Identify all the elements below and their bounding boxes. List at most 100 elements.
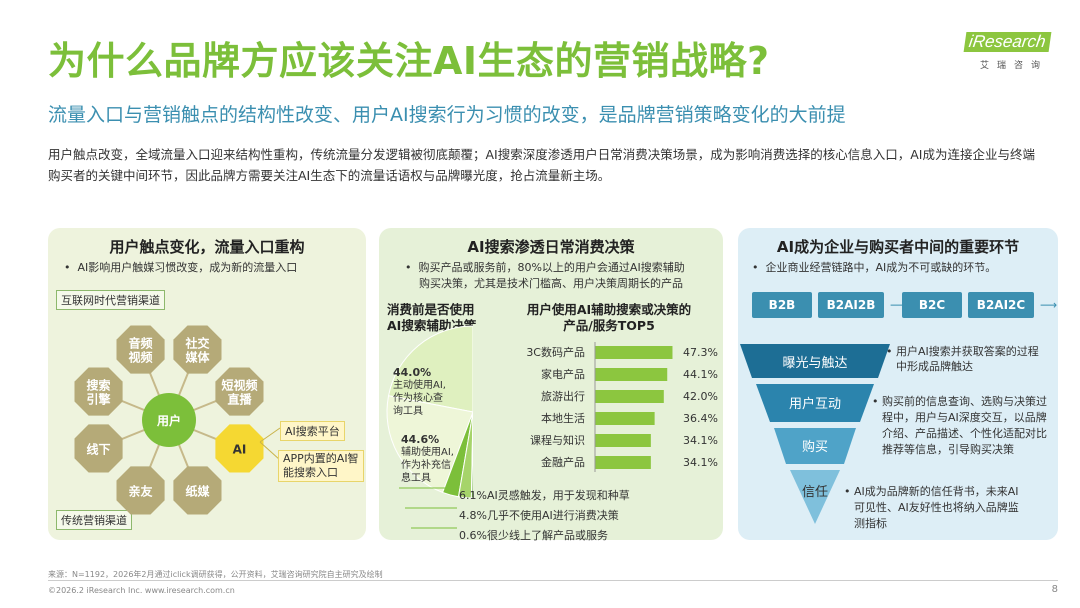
pie-other-1: 6.1%AI灵感触发，用于发现和种草 — [459, 489, 630, 502]
bar-title-line2: 产品/服务TOP5 — [563, 318, 655, 333]
node-octagon-2 — [215, 367, 264, 416]
pie-assist-line3: 息工具 — [401, 473, 431, 484]
bar-label-2: 42.0% — [683, 390, 718, 403]
pie-slice-4 — [470, 411, 474, 499]
panel-ai-intermediary: AI成为企业与购买者中间的重要环节 • 企业商业经营链路中，AI成为不可或缺的环… — [738, 228, 1058, 540]
node-label-3: AI — [233, 442, 247, 456]
intro-paragraph: 用户触点改变，全域流量入口迎来结构性重构，传统流量分发逻辑被彻底颠覆；AI搜索深… — [48, 147, 1035, 183]
pie-main-line1: 主动使用AI, — [393, 380, 446, 391]
funnel-layer-3 — [774, 428, 856, 464]
node-label-2: 直播 — [227, 392, 252, 407]
funnel-note-1: • 用户AI搜索并获取答案的过程 中形成品牌触达 — [886, 344, 1056, 374]
footer-divider — [48, 580, 1058, 581]
note2-line1: 购买前的信息查询、选购与决策过 — [882, 395, 1047, 408]
panel3-bullet: • 企业商业经营链路中，AI成为不可或缺的环节。 — [752, 261, 997, 274]
charts-svg: 3C数码产品 47.3% 家电产品 44.1% 旅游出行 42.0% 本地生活 36.4% 课程… — [386, 324, 718, 529]
logo-brand: iResearch — [964, 32, 1052, 52]
chain-b2c: B2C — [902, 292, 962, 318]
user-center-label: 用户 — [156, 413, 181, 428]
pie-assist-pct: 44.6% — [401, 433, 440, 446]
node-octagon-6 — [74, 424, 123, 473]
bar-title-line1: 用户使用AI辅助搜索或决策的 — [526, 302, 692, 317]
node-octagon-4 — [173, 466, 222, 515]
pie-chart — [386, 324, 479, 529]
funnel-layer-4 — [790, 470, 840, 524]
copyright: ©2026.2 iResearch Inc. www.iresearch.com… — [48, 586, 235, 595]
bar-category-5: 金融产品 — [541, 455, 585, 469]
bar-label-4: 34.1% — [683, 434, 718, 447]
note1-line2: 中形成品牌触达 — [896, 360, 973, 373]
page-number: 8 — [1051, 584, 1058, 595]
chain-b2b: B2B — [752, 292, 812, 318]
bar-5 — [595, 456, 651, 469]
internet-channel-label: 互联网时代营销渠道 — [56, 290, 165, 310]
svg-text:⟶: ⟶ — [1040, 298, 1057, 312]
bar-label-1: 44.1% — [683, 368, 718, 381]
traditional-channel-label: 传统营销渠道 — [56, 510, 132, 530]
bar-3 — [595, 412, 655, 425]
pie-main-line3: 询工具 — [393, 406, 423, 417]
panel3-title: AI成为企业与购买者中间的重要环节 — [776, 238, 1020, 256]
note2-line2: 程中，用户与AI深度交互，以品牌 — [882, 411, 1047, 424]
pie-assist-line1: 辅助使用AI, — [401, 447, 454, 458]
node-octagon-1 — [173, 325, 222, 374]
bar-label-0: 47.3% — [683, 346, 718, 359]
logo-cn: 艾瑞咨询 — [979, 61, 1048, 71]
node-octagon-0 — [116, 325, 165, 374]
panel2-bullet-line1: 购买产品或服务前，80%以上的用户会通过AI搜索辅助 — [418, 261, 685, 274]
page-subtitle: 流量入口与营销触点的结构性改变、用户AI搜索行为习惯的改变，是品牌营销策略变化的… — [48, 104, 846, 126]
pie-main-pct: 44.0% — [393, 366, 432, 379]
panel3-bullet-text: 企业商业经营链路中，AI成为不可或缺的环节。 — [765, 261, 997, 274]
pie-assist-line2: 作为补充信 — [401, 460, 451, 471]
bar-category-2: 旅游出行 — [541, 389, 585, 403]
pie-main-line2: 作为核心查 — [393, 393, 443, 404]
panel2-bullet-line2: 购买决策，尤其是技术门槛高、用户决策周期长的产品 — [419, 277, 683, 290]
node-label-4: 纸媒 — [185, 483, 210, 498]
note3-line1: AI成为品牌新的信任背书，未来AI — [854, 485, 1019, 498]
node-octagon-3 — [215, 424, 264, 473]
panel2-title: AI搜索渗透日常消费决策 — [467, 238, 635, 256]
bar-label-5: 34.1% — [683, 456, 718, 469]
funnel-label-1: 曝光与触达 — [782, 356, 847, 371]
pie-slice-0 — [387, 325, 474, 413]
funnel-label-4: 信任 — [802, 485, 828, 500]
node-label-1: 社交 — [184, 336, 209, 351]
bar-1 — [595, 368, 668, 381]
node-label-2: 短视频 — [221, 378, 257, 393]
bar-0 — [595, 346, 673, 359]
node-label-0: 音频 — [129, 336, 153, 351]
funnel-layer-1 — [740, 344, 890, 378]
note1-line1: 用户AI搜索并获取答案的过程 — [896, 345, 1039, 358]
funnel-label-2: 用户互动 — [789, 396, 841, 412]
node-label-7: 引擎 — [87, 392, 111, 407]
source-note: 来源：N=1192，2026年2月通过iclick调研获得，公开资料，艾瑞咨询研… — [48, 570, 383, 579]
bar-4 — [595, 434, 651, 447]
pie-other-2: 4.8%几乎不使用AI进行消费决策 — [459, 509, 619, 522]
funnel-diagram: 曝光与触达 用户互动 购买 信任 ⟶ ⟶ — [740, 298, 1057, 524]
bar-category-0: 3C数码产品 — [526, 345, 585, 359]
pie-main-label: 44.0% 主动使用AI, 作为核心查 询工具 — [393, 366, 446, 418]
node-octagon-7 — [74, 367, 123, 416]
funnel-note-3: • AI成为品牌新的信任背书，未来AI 可见性、AI友好性也将纳入品牌监 测指标 — [844, 484, 1056, 532]
bar-chart-title: 用户使用AI辅助搜索或决策的 产品/服务TOP5 — [509, 302, 709, 334]
panel2-bullet: • 购买产品或服务前，80%以上的用户会通过AI搜索辅助 购买决策，尤其是技术门… — [405, 261, 685, 290]
node-label-0: 视频 — [129, 350, 153, 365]
note2-line3: 介绍、产品描述、个性化适配对比 — [882, 427, 1047, 440]
bar-2 — [595, 390, 664, 403]
bar-chart: 3C数码产品 47.3% 家电产品 44.1% 旅游出行 42.0% 本地生活 36.4% 课程… — [526, 342, 718, 472]
note3-line2: 可见性、AI友好性也将纳入品牌监 — [854, 501, 1019, 514]
node-label-7: 搜索 — [87, 378, 111, 393]
funnel-note-2: • 购买前的信息查询、选购与决策过 程中，用户与AI深度交互，以品牌 介绍、产品… — [872, 394, 1056, 458]
funnel-layer-2 — [756, 384, 874, 422]
page-title: 为什么品牌方应该关注AI生态的营销战略? — [48, 39, 770, 83]
node-label-1: 媒体 — [185, 350, 210, 365]
chain-b2ai2c: B2AI2C — [968, 292, 1034, 318]
panel1-bullet: • AI影响用户触媒习惯改变，成为新的流量入口 — [64, 261, 298, 274]
bar-category-4: 课程与知识 — [530, 433, 585, 447]
note3-line3: 测指标 — [854, 517, 887, 530]
note2-line4: 推荐等信息，引导购买决策 — [882, 443, 1014, 456]
bar-category-1: 家电产品 — [541, 367, 585, 381]
panel1-title: 用户触点变化，流量入口重构 — [109, 238, 305, 256]
